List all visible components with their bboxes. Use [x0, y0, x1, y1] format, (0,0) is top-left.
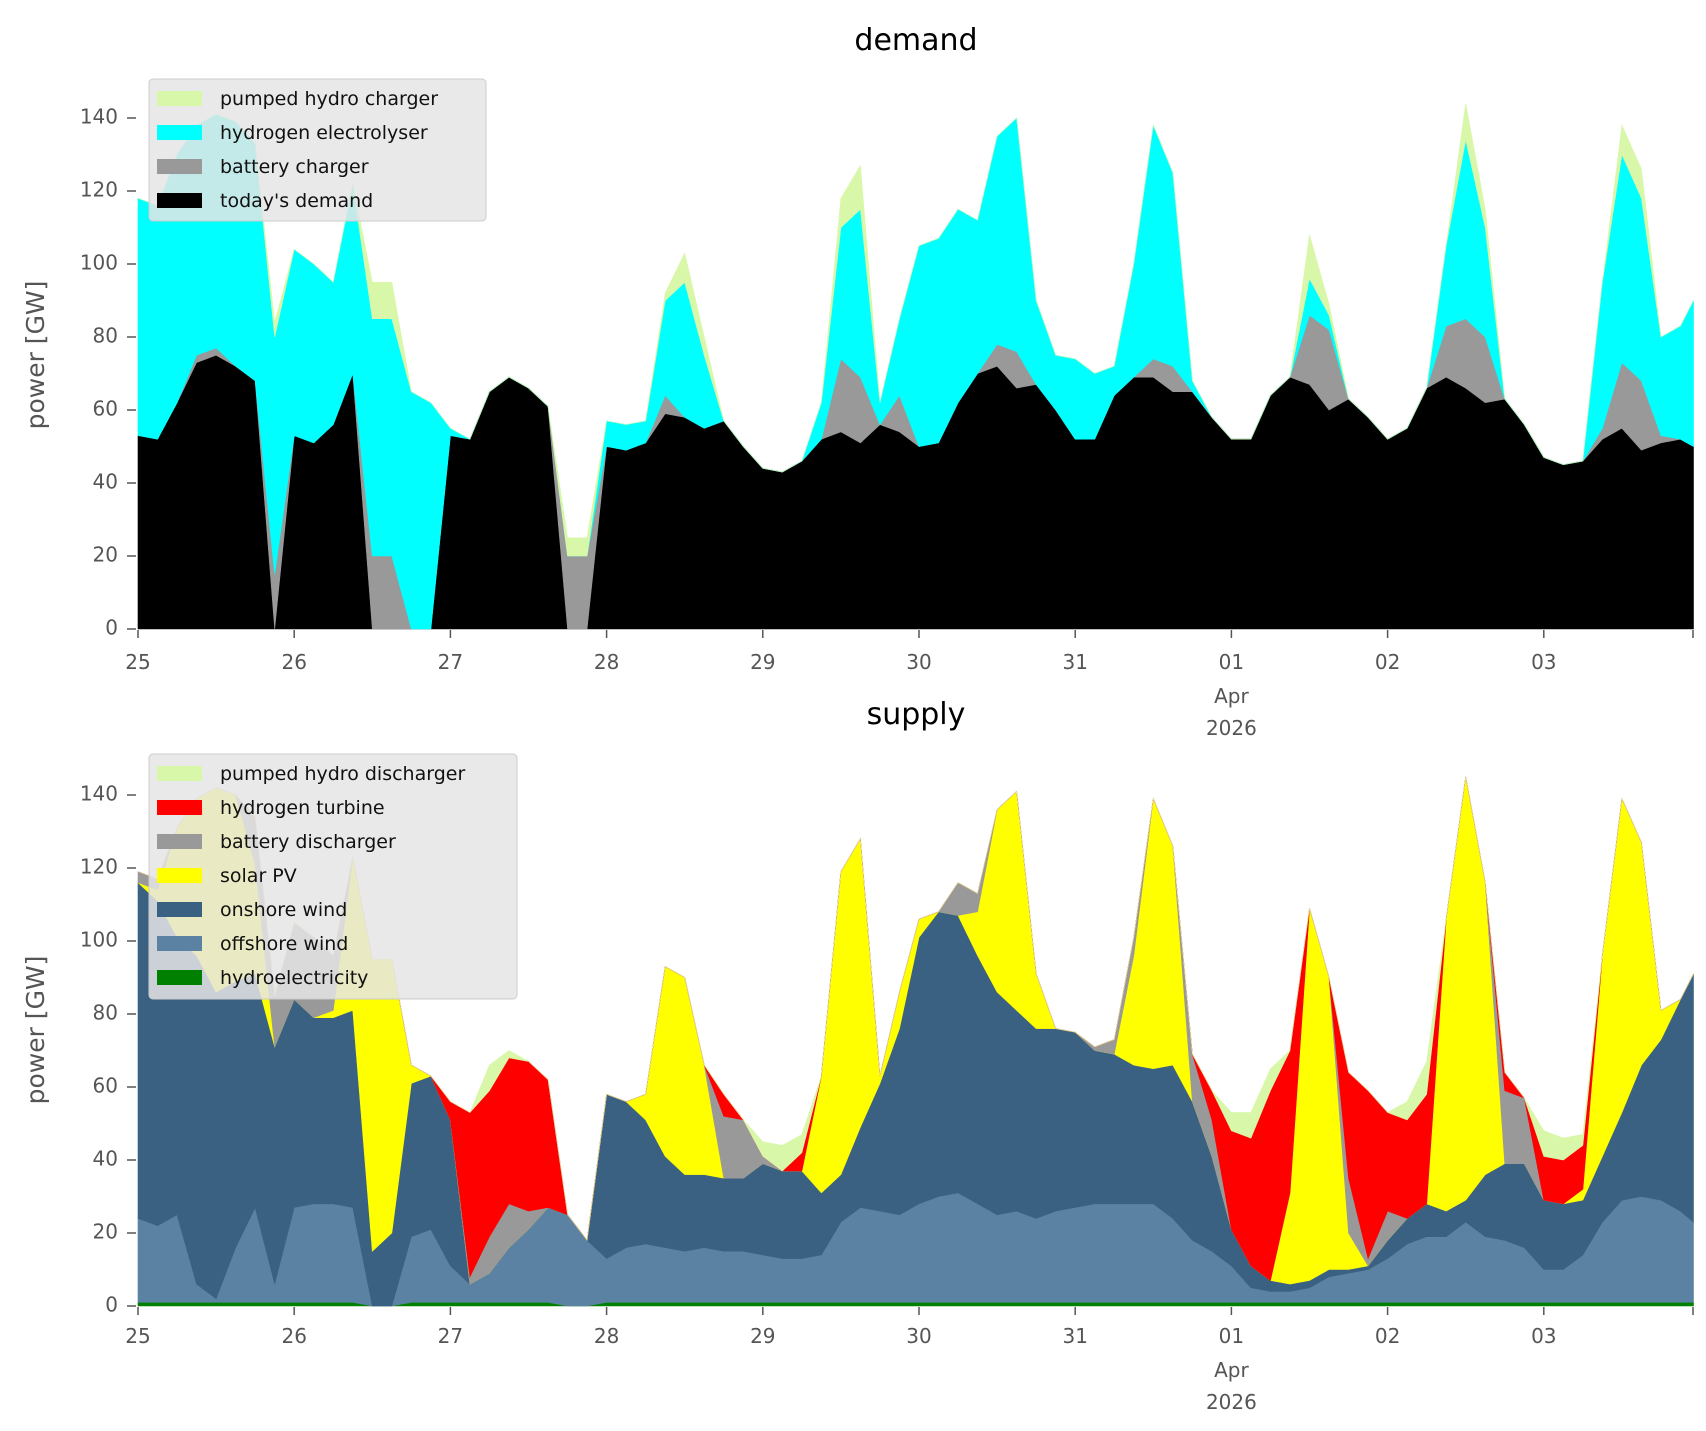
- legend-swatch-hydroelectricity: [157, 970, 202, 985]
- legend-label: solar PV: [220, 865, 297, 887]
- legend-label: hydrogen electrolyser: [220, 122, 428, 144]
- legend-label: offshore wind: [220, 933, 348, 955]
- legend-label: hydroelectricity: [220, 967, 368, 989]
- x-tick-label: 29: [750, 1324, 775, 1348]
- legend-swatch-offshore-wind: [157, 936, 202, 951]
- y-tick-label: 100: [80, 251, 118, 275]
- legend-box: [148, 78, 487, 222]
- legend-swatch-todays-demand: [157, 193, 202, 208]
- x-tick-label: 25: [125, 1324, 150, 1348]
- x-tick-label: 31: [1062, 650, 1087, 674]
- x-tick-label: 28: [594, 1324, 619, 1348]
- x-tick-label: 26: [281, 650, 306, 674]
- y-tick-label: 140: [80, 782, 118, 806]
- x-tick-label: 30: [906, 1324, 931, 1348]
- supply-title: supply: [867, 697, 966, 732]
- x-tick-label: 25: [125, 650, 150, 674]
- x-tick-label: 02: [1375, 650, 1400, 674]
- y-tick-label: 100: [80, 928, 118, 952]
- supply-y-axis-label: power [GW]: [21, 956, 50, 1105]
- x-tick-label: 01: [1219, 1324, 1244, 1348]
- legend-swatch-onshore-wind: [157, 902, 202, 917]
- x-tick-label: 02: [1375, 1324, 1400, 1348]
- demand-title: demand: [854, 23, 977, 58]
- y-tick-label: 40: [93, 470, 118, 494]
- demand-y-axis-label: power [GW]: [21, 281, 50, 430]
- demand-legend: pumped hydro charger hydrogen electrolys…: [148, 78, 487, 222]
- y-tick-label: 40: [93, 1147, 118, 1171]
- y-tick-label: 60: [93, 397, 118, 421]
- x-tick-month-label: Apr: [1214, 684, 1249, 708]
- y-tick-label: 120: [80, 855, 118, 879]
- y-tick-label: 120: [80, 178, 118, 202]
- legend-swatch-pumped-hydro-discharger: [157, 766, 202, 781]
- y-tick-label: 0: [105, 1293, 118, 1317]
- x-tick-label: 30: [906, 650, 931, 674]
- x-tick-label: 27: [438, 650, 463, 674]
- x-tick-label: 03: [1531, 1324, 1556, 1348]
- y-tick-label: 60: [93, 1074, 118, 1098]
- legend-swatch-pumped-hydro-charger: [157, 91, 202, 106]
- y-tick-label: 20: [93, 543, 118, 567]
- legend-swatch-solar-pv: [157, 868, 202, 883]
- legend-swatch-hydrogen-electrolyser: [157, 125, 202, 140]
- legend-label: today's demand: [220, 190, 373, 212]
- y-tick-label: 0: [105, 616, 118, 640]
- x-tick-year-label: 2026: [1206, 1390, 1257, 1414]
- legend-swatch-battery-discharger: [157, 834, 202, 849]
- x-tick-label: 27: [438, 1324, 463, 1348]
- y-tick-label: 80: [93, 324, 118, 348]
- legend-label: pumped hydro charger: [220, 88, 438, 110]
- x-tick-label: 28: [594, 650, 619, 674]
- area-pumped-hydro-charger: [137, 103, 1694, 557]
- x-tick-month-label: Apr: [1214, 1358, 1249, 1382]
- x-tick-label: 29: [750, 650, 775, 674]
- y-tick-label: 80: [93, 1001, 118, 1025]
- supply-legend: pumped hydro discharger hydrogen turbine…: [148, 753, 518, 1000]
- x-tick-label: 31: [1062, 1324, 1087, 1348]
- legend-swatch-hydrogen-turbine: [157, 800, 202, 815]
- area-pumped-hydro-discharger: [137, 776, 1694, 1242]
- demand-areas: [137, 103, 1694, 630]
- legend-label: battery charger: [220, 156, 369, 178]
- legend-label: hydrogen turbine: [220, 797, 385, 819]
- legend-label: battery discharger: [220, 831, 396, 853]
- y-tick-label: 20: [93, 1220, 118, 1244]
- legend-box: [148, 753, 518, 1000]
- x-tick-label: 26: [281, 1324, 306, 1348]
- y-tick-label: 140: [80, 105, 118, 129]
- x-tick-year-label: 2026: [1206, 716, 1257, 740]
- x-tick-label: 03: [1531, 650, 1556, 674]
- x-tick-label: 01: [1219, 650, 1244, 674]
- legend-swatch-battery-charger: [157, 159, 202, 174]
- legend-label: onshore wind: [220, 899, 347, 921]
- supply-areas: [137, 776, 1694, 1307]
- legend-label: pumped hydro discharger: [220, 763, 465, 785]
